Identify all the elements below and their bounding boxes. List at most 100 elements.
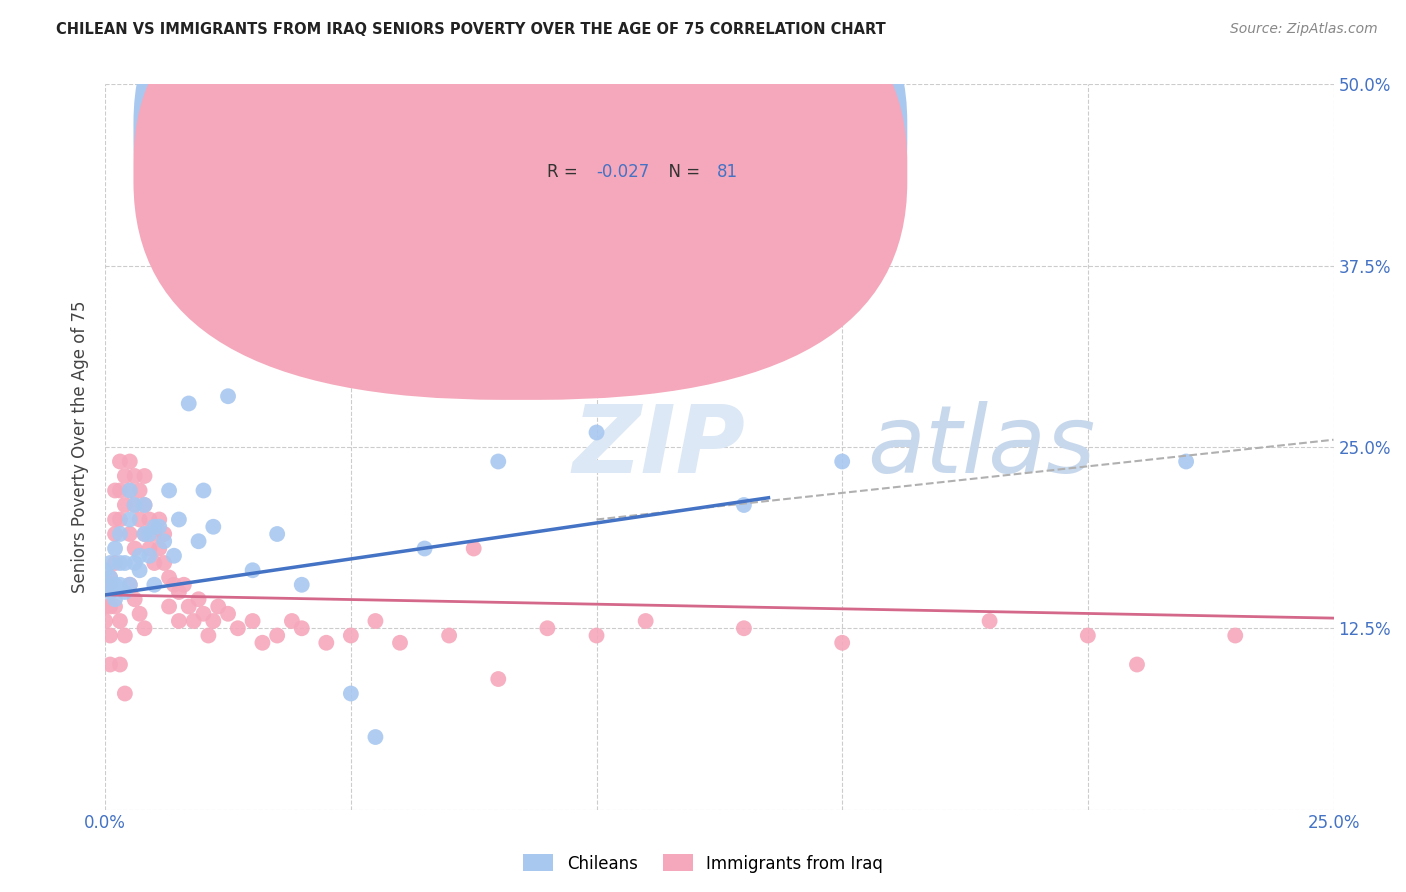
Point [124, 592, 146, 607]
Point [108, 512, 131, 526]
Point [118, 578, 141, 592]
Point [187, 592, 209, 607]
Point [536, 621, 558, 635]
Point [94, 578, 117, 592]
Point [202, 520, 225, 534]
Point [108, 454, 131, 468]
Point [98, 570, 121, 584]
Point [226, 621, 249, 635]
Point [733, 498, 755, 512]
Point [364, 730, 387, 744]
Point [413, 541, 436, 556]
Point [177, 599, 200, 614]
Point [104, 483, 127, 498]
Point [1175, 454, 1198, 468]
Point [128, 563, 150, 577]
Point [536, 208, 558, 222]
Point [94, 563, 117, 577]
Point [114, 686, 136, 700]
Point [98, 556, 121, 570]
Point [108, 483, 131, 498]
Point [143, 520, 166, 534]
Text: 81: 81 [717, 163, 738, 181]
Point [148, 541, 170, 556]
Point [134, 527, 156, 541]
Point [437, 628, 460, 642]
Text: N =: N = [658, 123, 706, 141]
Point [242, 614, 264, 628]
Point [118, 483, 141, 498]
Point [134, 498, 156, 512]
Point [291, 578, 314, 592]
Point [128, 483, 150, 498]
Point [134, 498, 156, 512]
Point [108, 657, 131, 672]
Point [104, 599, 127, 614]
Text: N =: N = [658, 163, 706, 181]
Point [98, 657, 121, 672]
Point [118, 512, 141, 526]
Point [266, 527, 288, 541]
Point [124, 498, 146, 512]
Point [187, 534, 209, 549]
Point [153, 556, 176, 570]
Point [217, 607, 239, 621]
Point [167, 614, 190, 628]
Point [134, 621, 156, 635]
Point [104, 527, 127, 541]
Text: CHILEAN VS IMMIGRANTS FROM IRAQ SENIORS POVERTY OVER THE AGE OF 75 CORRELATION C: CHILEAN VS IMMIGRANTS FROM IRAQ SENIORS … [56, 22, 886, 37]
Point [177, 396, 200, 410]
Point [94, 614, 117, 628]
Point [138, 541, 160, 556]
Point [104, 512, 127, 526]
Point [340, 628, 363, 642]
Point [108, 614, 131, 628]
Point [291, 621, 314, 635]
Point [134, 469, 156, 483]
Point [153, 534, 176, 549]
Point [148, 520, 170, 534]
Point [128, 512, 150, 526]
Point [98, 585, 121, 599]
Point [831, 454, 853, 468]
Point [98, 628, 121, 642]
Point [173, 578, 195, 592]
Point [118, 527, 141, 541]
Point [1126, 657, 1149, 672]
Point [138, 512, 160, 526]
Point [128, 549, 150, 563]
Point [1225, 628, 1247, 642]
Text: R =: R = [547, 163, 583, 181]
Point [207, 599, 229, 614]
Point [104, 541, 127, 556]
Point [183, 614, 205, 628]
Point [114, 498, 136, 512]
Point [463, 541, 485, 556]
Point [202, 614, 225, 628]
Y-axis label: Seniors Poverty Over the Age of 75: Seniors Poverty Over the Age of 75 [72, 301, 89, 593]
Point [118, 454, 141, 468]
Point [124, 556, 146, 570]
Point [143, 527, 166, 541]
Point [118, 578, 141, 592]
Text: -0.027: -0.027 [596, 163, 650, 181]
Text: 0.193: 0.193 [596, 123, 650, 141]
Point [315, 636, 337, 650]
Point [340, 686, 363, 700]
Point [193, 607, 215, 621]
Point [124, 498, 146, 512]
Point [104, 578, 127, 592]
Point [98, 599, 121, 614]
Point [281, 614, 304, 628]
Point [104, 556, 127, 570]
Point [143, 556, 166, 570]
Point [124, 541, 146, 556]
Point [104, 592, 127, 607]
Point [1077, 628, 1099, 642]
Point [979, 614, 1001, 628]
Point [157, 570, 180, 584]
Point [143, 578, 166, 592]
Point [585, 425, 607, 440]
Point [108, 556, 131, 570]
Point [217, 389, 239, 403]
